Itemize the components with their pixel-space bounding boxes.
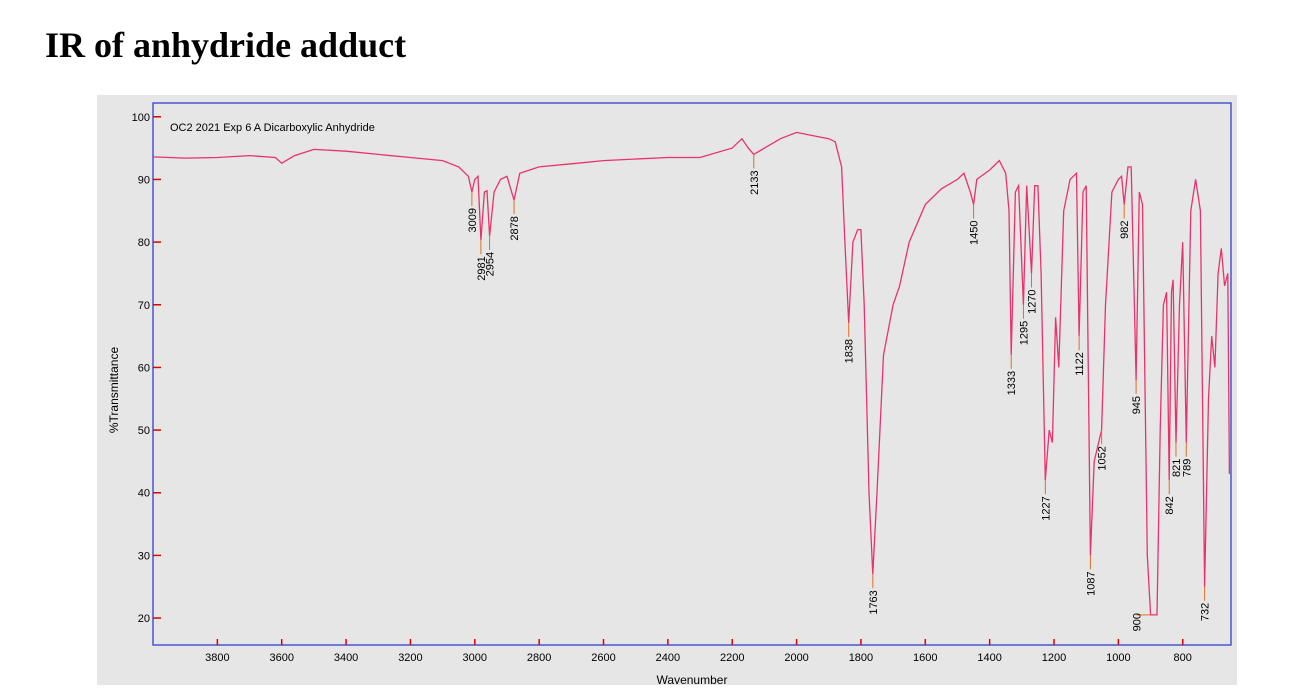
annotation-label: 945 — [1131, 396, 1143, 414]
x-tick-label: 3400 — [334, 652, 358, 664]
x-tick-label: 3000 — [463, 652, 487, 664]
x-tick-label: 3600 — [269, 652, 293, 664]
y-tick-label: 60 — [138, 362, 150, 374]
x-tick-label: 2000 — [784, 652, 808, 664]
annotation-label: 2954 — [485, 252, 497, 276]
x-tick-label: 3200 — [398, 652, 422, 664]
x-tick-label: 1800 — [849, 652, 873, 664]
y-tick-label: 40 — [138, 488, 150, 500]
annotation-label: 900 — [1132, 613, 1144, 631]
annotation-label: 842 — [1164, 496, 1176, 514]
x-tick-label: 1000 — [1106, 652, 1130, 664]
x-tick-label: 3800 — [205, 652, 229, 664]
annotation-label: 1333 — [1006, 371, 1018, 395]
x-tick-label: 2400 — [656, 652, 680, 664]
annotation-label: 1763 — [868, 590, 880, 614]
x-tick-label: 2800 — [527, 652, 551, 664]
annotation-label: 1087 — [1085, 571, 1097, 595]
annotation-label: 1270 — [1026, 289, 1038, 313]
annotation-label: 1838 — [844, 339, 856, 363]
y-tick-label: 30 — [138, 550, 150, 562]
annotation-label: 789 — [1181, 459, 1193, 477]
annotation-label: 1052 — [1097, 446, 1109, 470]
annotation-label: 982 — [1119, 221, 1131, 239]
annotation-label: 1122 — [1074, 352, 1086, 376]
annotation-label: 732 — [1200, 603, 1212, 621]
spectrum-line — [152, 131, 1231, 616]
y-tick-label: 80 — [138, 237, 150, 249]
x-tick-label: 2200 — [720, 652, 744, 664]
y-tick-label: 70 — [138, 300, 150, 312]
plot-title: OC2 2021 Exp 6 A Dicarboxylic Anhydride — [170, 122, 375, 134]
x-tick-label: 800 — [1174, 652, 1192, 664]
annotation-label: 3009 — [467, 208, 479, 232]
x-tick-label: 1600 — [913, 652, 937, 664]
annotation-label: 2878 — [509, 216, 521, 240]
annotation-label: 1227 — [1040, 496, 1052, 520]
plot-area — [152, 102, 1232, 646]
annotation-label: 821 — [1171, 459, 1183, 477]
x-tick-label: 1400 — [977, 652, 1001, 664]
y-axis-label: %Transmittance — [107, 347, 121, 434]
x-tick-label: 1200 — [1042, 652, 1066, 664]
annotation-label: 1295 — [1018, 321, 1030, 345]
annotation-label: 2133 — [749, 170, 761, 194]
y-tick-label: 90 — [138, 174, 150, 186]
page-title: IR of anhydride adduct — [45, 25, 406, 65]
x-axis-label: Wavenumber — [657, 673, 728, 687]
y-tick-label: 50 — [138, 425, 150, 437]
y-tick-label: 20 — [138, 613, 150, 625]
annotation-label: 2981 — [476, 256, 488, 280]
annotation-label: 1450 — [969, 221, 981, 245]
y-tick-label: 100 — [132, 112, 150, 124]
x-tick-label: 2600 — [591, 652, 615, 664]
